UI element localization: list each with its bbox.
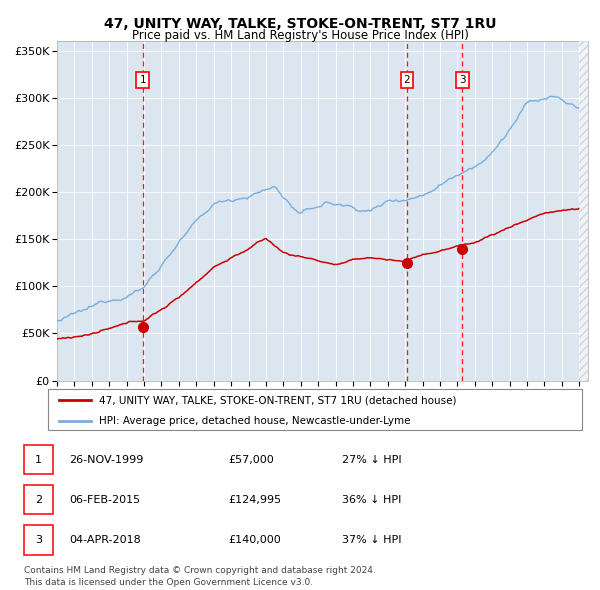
FancyBboxPatch shape	[48, 389, 582, 430]
Text: 26-NOV-1999: 26-NOV-1999	[69, 455, 143, 464]
Text: 1: 1	[35, 455, 42, 464]
Text: 27% ↓ HPI: 27% ↓ HPI	[342, 455, 401, 464]
Text: 06-FEB-2015: 06-FEB-2015	[69, 495, 140, 504]
Text: 47, UNITY WAY, TALKE, STOKE-ON-TRENT, ST7 1RU (detached house): 47, UNITY WAY, TALKE, STOKE-ON-TRENT, ST…	[99, 395, 457, 405]
Text: Contains HM Land Registry data © Crown copyright and database right 2024.
This d: Contains HM Land Registry data © Crown c…	[24, 566, 376, 587]
Polygon shape	[579, 41, 600, 381]
Text: £57,000: £57,000	[228, 455, 274, 464]
Text: HPI: Average price, detached house, Newcastle-under-Lyme: HPI: Average price, detached house, Newc…	[99, 416, 410, 426]
Text: 3: 3	[459, 76, 466, 86]
Text: £140,000: £140,000	[228, 535, 281, 545]
Text: 2: 2	[404, 76, 410, 86]
Text: Price paid vs. HM Land Registry's House Price Index (HPI): Price paid vs. HM Land Registry's House …	[131, 29, 469, 42]
Text: 04-APR-2018: 04-APR-2018	[69, 535, 141, 545]
Text: 1: 1	[139, 76, 146, 86]
Text: 3: 3	[35, 535, 42, 545]
Text: 2: 2	[35, 495, 42, 504]
Text: £124,995: £124,995	[228, 495, 281, 504]
Text: 37% ↓ HPI: 37% ↓ HPI	[342, 535, 401, 545]
Text: 36% ↓ HPI: 36% ↓ HPI	[342, 495, 401, 504]
Text: 47, UNITY WAY, TALKE, STOKE-ON-TRENT, ST7 1RU: 47, UNITY WAY, TALKE, STOKE-ON-TRENT, ST…	[104, 17, 496, 31]
